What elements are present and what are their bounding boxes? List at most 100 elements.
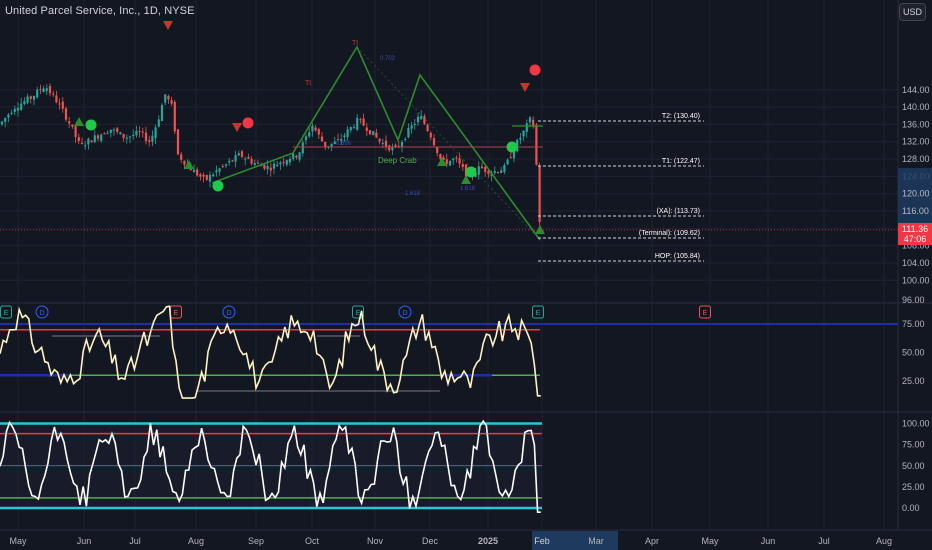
candle-body	[372, 131, 375, 136]
candle-body	[368, 130, 372, 135]
buy-signal-triangle[interactable]	[461, 175, 471, 184]
candle-body	[336, 139, 340, 141]
candle-body	[528, 117, 532, 123]
candle-body	[215, 170, 218, 173]
dividend-event-marker[interactable]	[35, 305, 49, 319]
dividend-event-letter: D	[402, 310, 407, 317]
buy-signal-dot[interactable]	[465, 166, 477, 178]
candle-body	[20, 103, 23, 110]
candle-body	[426, 124, 429, 132]
candle-body	[173, 101, 176, 132]
pattern-name-label: Deep Crab	[378, 156, 417, 165]
candle-body	[375, 132, 378, 138]
oscillator2-tick-label: 25.00	[902, 482, 925, 492]
candle-body	[324, 141, 327, 148]
candle-body	[448, 160, 452, 166]
last-price-value: 111.36	[901, 224, 929, 234]
oscillator2-tick-label: 75.00	[902, 440, 925, 450]
candle-body	[384, 140, 388, 147]
candle-body	[196, 169, 199, 176]
bar-countdown: 47:06	[903, 234, 927, 244]
candle-body	[224, 164, 228, 166]
candle-body	[231, 160, 234, 162]
candle-body	[359, 119, 362, 121]
buy-signal-triangle[interactable]	[535, 225, 545, 234]
oscillator1-line[interactable]	[0, 305, 541, 399]
earnings-event-marker[interactable]	[0, 305, 12, 319]
time-tick-label: Jun	[77, 536, 92, 546]
currency-button[interactable]: USD	[899, 3, 926, 21]
dividend-event-letter: D	[39, 310, 44, 317]
candle-body	[413, 123, 416, 126]
target-levels: T2: (130.40) T1: (122.47) (XA): (113.73) (T…	[0, 113, 898, 262]
candle-body	[439, 154, 442, 160]
sell-signal-triangle[interactable]	[163, 21, 173, 30]
candle-body	[496, 172, 500, 174]
candle-body	[378, 138, 381, 142]
candle-body	[532, 119, 535, 127]
candle-body	[362, 118, 365, 126]
candle-body	[138, 131, 141, 133]
candle-body	[90, 140, 93, 143]
buy-signal-dot[interactable]	[212, 180, 224, 192]
candle-body	[506, 159, 509, 165]
dividend-event-marker[interactable]	[222, 305, 236, 319]
candle-body	[311, 125, 314, 132]
sell-signal-dot[interactable]	[242, 117, 254, 129]
buy-signal-triangle[interactable]	[437, 157, 447, 166]
symbol-title: United Parcel Service, Inc., 1D, NYSE	[5, 5, 195, 17]
candle-body	[144, 132, 148, 142]
candle-body	[416, 116, 420, 123]
candle-body	[365, 127, 368, 131]
candle-body	[247, 157, 250, 159]
candle-body	[455, 157, 458, 159]
buy-signal-triangle[interactable]	[184, 160, 194, 169]
candle-body	[333, 141, 336, 144]
time-tick-label: Dec	[422, 536, 439, 546]
candle-body	[132, 135, 135, 137]
candle-body	[100, 134, 103, 141]
oscillator2-line[interactable]	[0, 419, 541, 514]
sell-signal-triangle[interactable]	[520, 83, 530, 92]
price-tick-label: 136.00	[902, 119, 930, 129]
earnings-event-marker[interactable]	[532, 305, 544, 319]
time-tick-label: Feb	[534, 536, 550, 546]
pattern-letter-label: Tt	[352, 40, 358, 47]
buy-signal-triangle[interactable]	[74, 117, 84, 126]
candle-body	[503, 165, 506, 172]
buy-signal-dot[interactable]	[85, 119, 97, 131]
time-tick-label: May	[9, 536, 27, 546]
candle-body	[154, 127, 157, 138]
sell-signal-triangle[interactable]	[232, 123, 242, 132]
candle-body	[445, 159, 448, 165]
earnings-event-letter: E	[703, 310, 708, 317]
candle-body	[269, 167, 272, 171]
last-price-tag: 111.36 47:06	[898, 223, 932, 245]
candle-body	[288, 158, 292, 163]
time-tick-label: Apr	[645, 536, 659, 546]
dividend-event-marker[interactable]	[398, 305, 412, 319]
candle-body	[93, 135, 96, 143]
candle-body	[61, 101, 64, 109]
candle-body	[253, 163, 256, 165]
candle-body	[58, 103, 61, 105]
price-tick-label: 116.00	[902, 206, 929, 216]
buy-signal-dot[interactable]	[506, 141, 518, 153]
sell-signal-dot[interactable]	[529, 64, 541, 76]
earnings-event-marker[interactable]	[352, 305, 364, 319]
candle-body	[330, 143, 333, 147]
earnings-event-marker[interactable]	[699, 305, 711, 319]
target-level-label: (XA): (113.73)	[657, 208, 700, 215]
candle-body	[237, 153, 240, 156]
time-tick-label: Mar	[588, 536, 604, 546]
candle-body	[36, 89, 39, 98]
candle-body	[10, 112, 13, 114]
pattern-letter-label: Tt	[305, 80, 311, 87]
candle-body	[343, 135, 346, 138]
pattern-xabcd-line[interactable]	[211, 45, 541, 241]
candle-body	[522, 130, 525, 137]
time-tick-label: Jul	[818, 536, 830, 546]
time-tick-label: Aug	[188, 536, 204, 546]
